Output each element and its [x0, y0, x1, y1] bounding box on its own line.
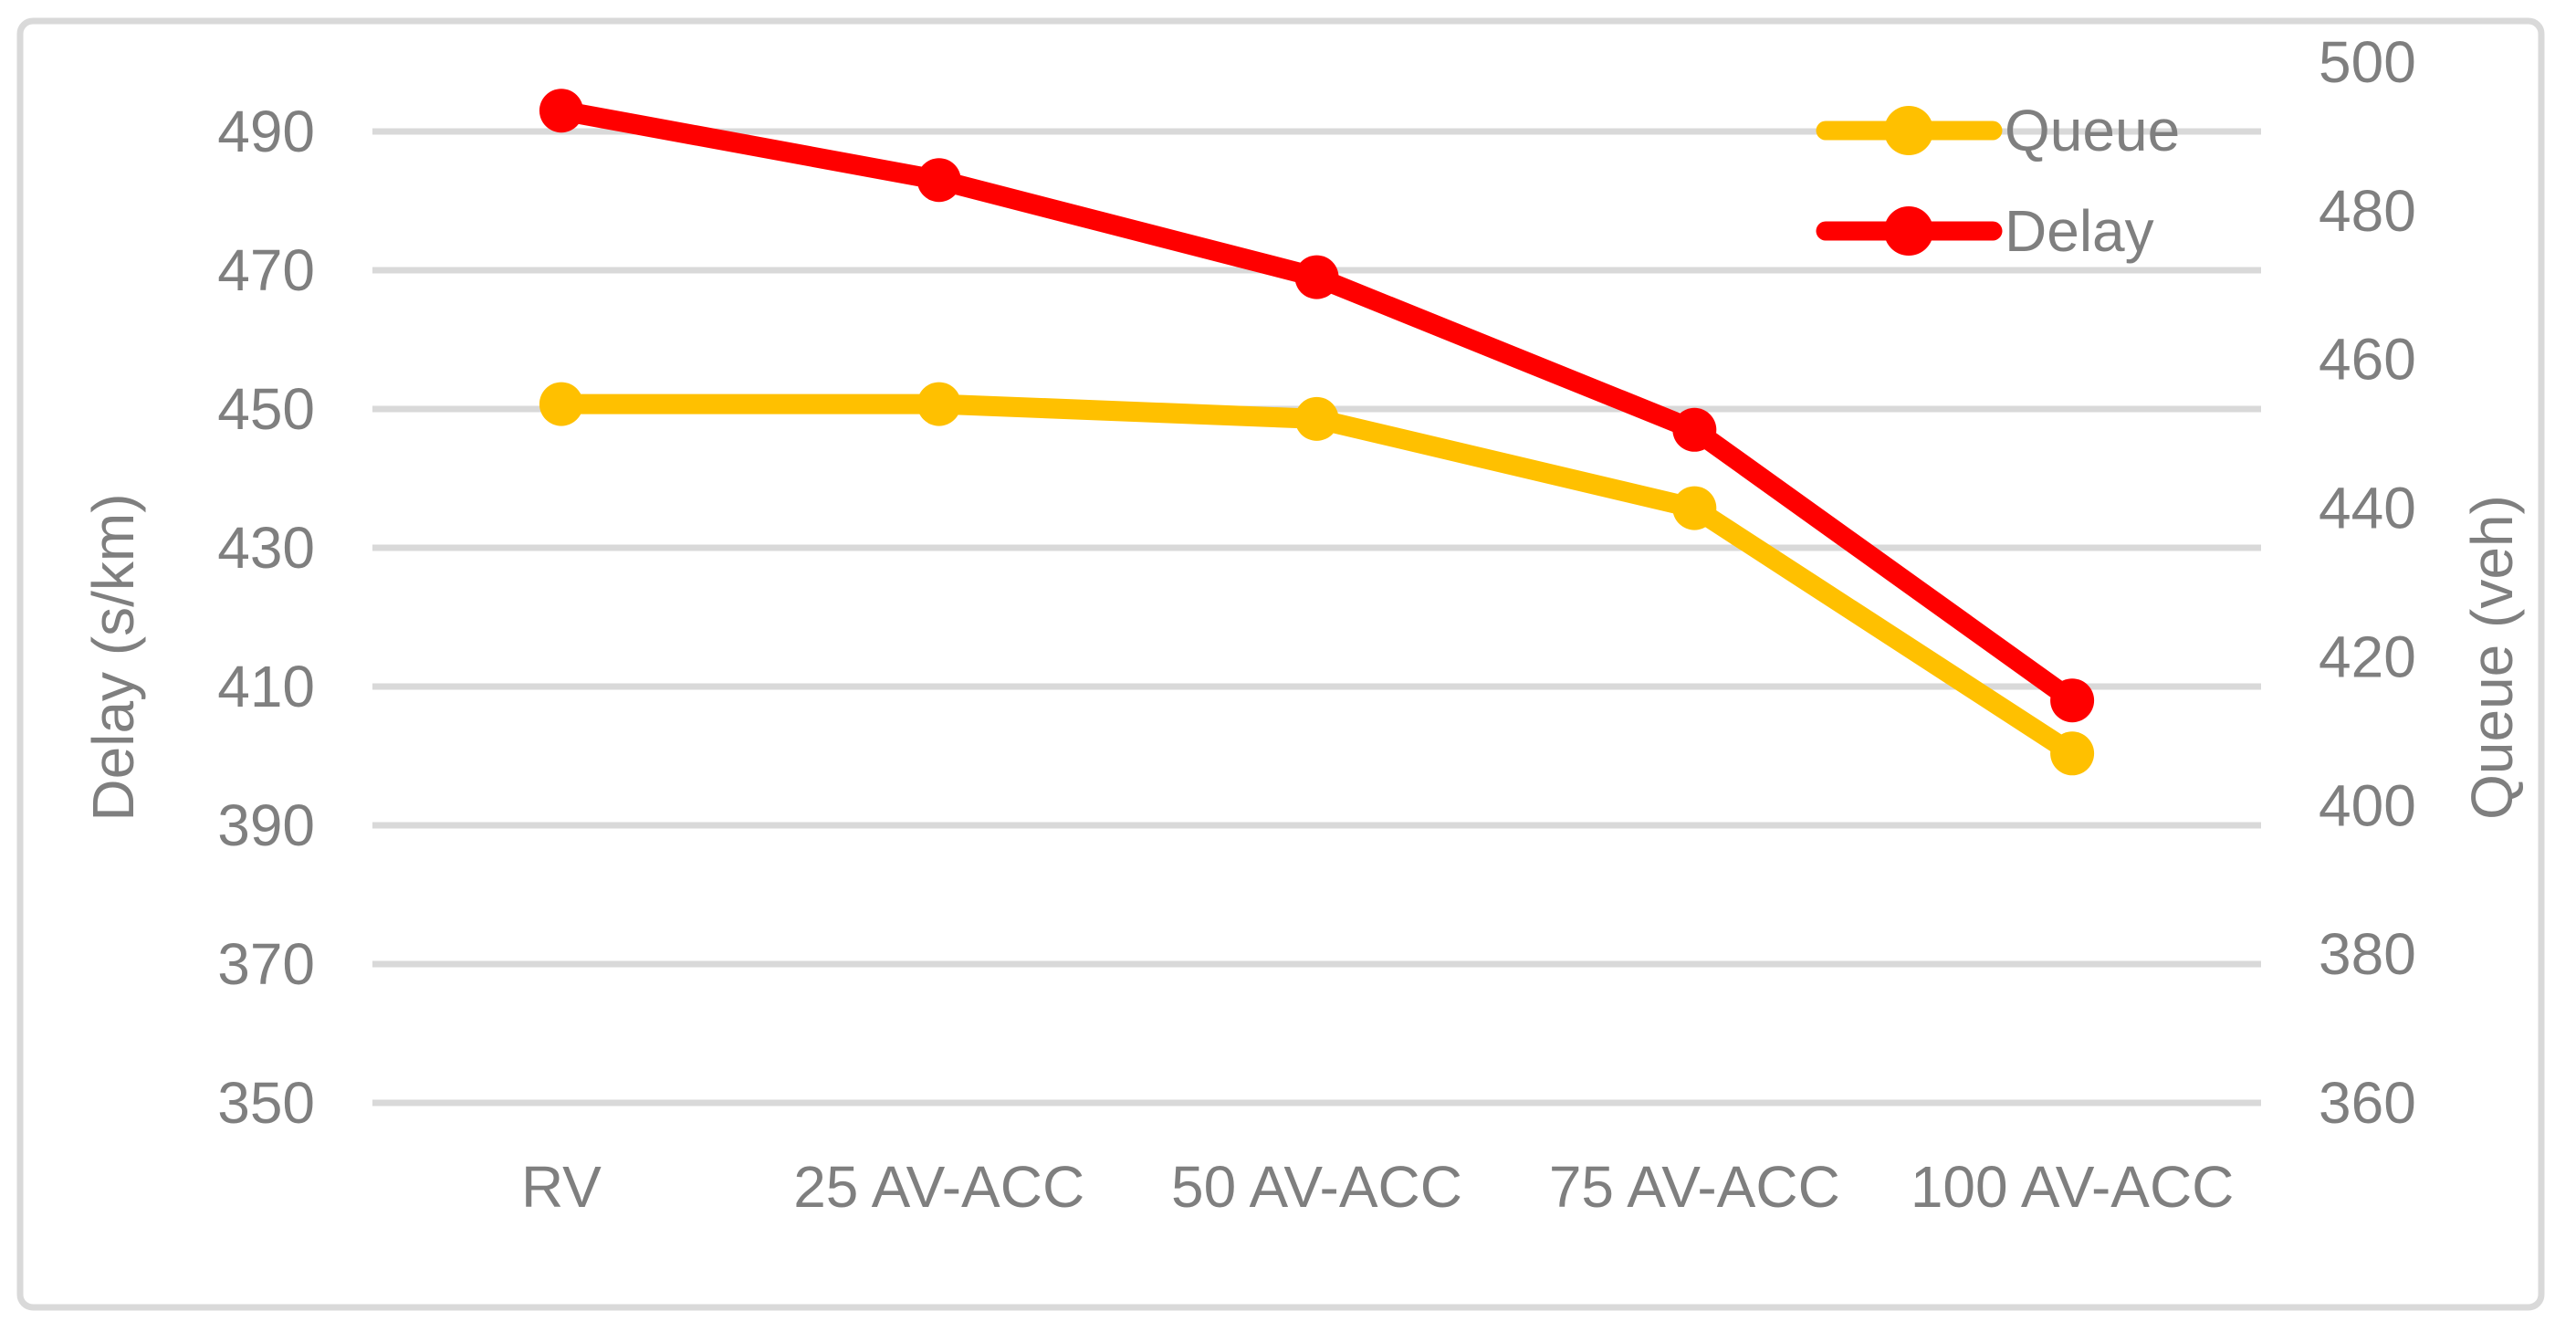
left-axis-tick-label: 350 — [217, 1070, 315, 1136]
right-axis-tick-label: 500 — [2319, 29, 2416, 95]
series-line-queue — [550, 393, 2083, 764]
right-axis-tick-label: 420 — [2319, 624, 2416, 689]
data-point-marker-delay — [1294, 255, 1339, 299]
data-point-marker-queue — [1672, 486, 1717, 530]
right-axis-tick-label: 400 — [2319, 772, 2416, 838]
right-axis-tick-label: 440 — [2319, 476, 2416, 541]
left-axis-title: Delay (s/km) — [80, 493, 146, 821]
legend-entry-delay: Delay — [1816, 198, 2154, 264]
category-label: 100 AV-ACC — [1911, 1154, 2235, 1220]
right-axis-tick-label: 360 — [2319, 1070, 2416, 1136]
series-layer — [539, 89, 2095, 776]
left-axis-tick-label: 390 — [217, 792, 315, 858]
data-point-marker-delay — [916, 158, 961, 203]
left-axis-tick-label: 370 — [217, 931, 315, 997]
left-axis-tick-label: 470 — [217, 237, 315, 303]
right-axis-tick-label: 380 — [2319, 921, 2416, 987]
right-axis-tick-label: 480 — [2319, 178, 2416, 244]
legend-swatch-marker-queue — [1884, 106, 1933, 155]
left-axis-tick-label: 430 — [217, 515, 315, 581]
data-point-marker-queue — [916, 382, 961, 426]
legend-entry-queue: Queue — [1816, 98, 2180, 163]
right-axis-tick-label: 460 — [2319, 327, 2416, 393]
left-axis-tick-label: 490 — [217, 99, 315, 164]
legend: Queue Delay — [1816, 98, 2180, 264]
data-point-marker-queue — [1294, 396, 1339, 441]
chart-border — [16, 17, 2545, 1311]
left-axis-tick-labels: 350 370 390 410 430 450 470 490 — [217, 99, 315, 1136]
legend-label-delay: Delay — [2005, 198, 2154, 264]
category-label: 25 AV-ACC — [793, 1154, 1084, 1220]
category-label: 50 AV-ACC — [1171, 1154, 1462, 1220]
category-label: 75 AV-ACC — [1549, 1154, 1840, 1220]
category-label: RV — [521, 1154, 602, 1220]
data-point-marker-queue — [2050, 731, 2095, 776]
legend-swatch-marker-delay — [1884, 206, 1933, 256]
data-point-marker-delay — [539, 89, 583, 133]
data-point-marker-queue — [539, 382, 583, 426]
legend-label-queue: Queue — [2005, 98, 2180, 163]
category-axis-labels: RV 25 AV-ACC 50 AV-ACC 75 AV-ACC 100 AV-ACC — [521, 1154, 2234, 1220]
right-axis-title: Queue (veh) — [2459, 495, 2525, 820]
left-axis-tick-label: 410 — [217, 654, 315, 719]
left-axis-tick-label: 450 — [217, 376, 315, 442]
right-axis-tick-labels: 360 380 400 420 440 460 480 500 — [2319, 29, 2416, 1136]
data-point-marker-delay — [1672, 407, 1717, 452]
data-point-marker-delay — [2050, 678, 2095, 723]
